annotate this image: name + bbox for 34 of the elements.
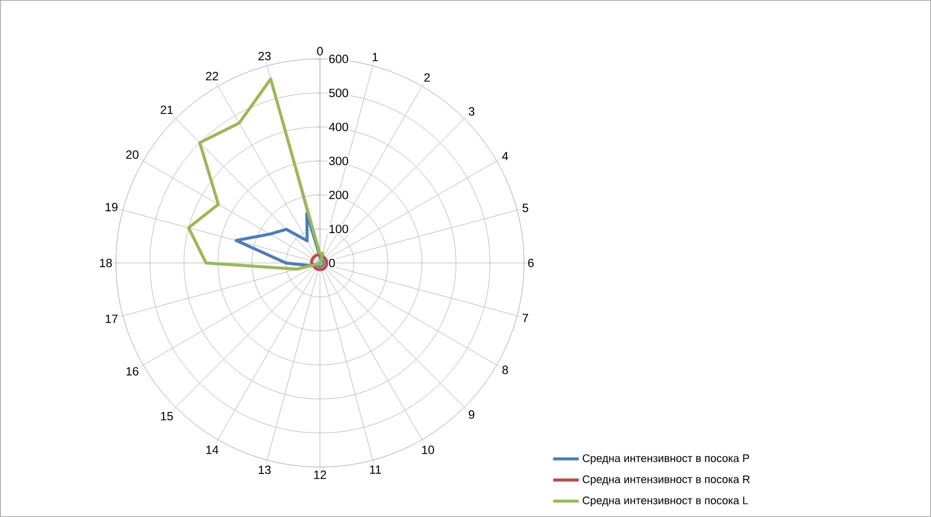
spoke-label: 1 [372, 52, 378, 62]
spoke-label: 5 [522, 204, 528, 212]
spoke-label: 3 [468, 107, 474, 116]
legend-label: Средна интензивност в посока L [582, 496, 748, 506]
spoke-label: 23 [258, 52, 271, 60]
y-tick-label: 100 [330, 224, 348, 234]
spoke-label: 14 [206, 446, 218, 454]
y-tick-label: 500 [329, 88, 348, 98]
spoke-label: 12 [314, 470, 326, 479]
spoke-label: 17 [106, 314, 118, 323]
spoke-label: 21 [160, 106, 173, 114]
spoke-label: 8 [502, 366, 508, 374]
spoke-label: 4 [502, 152, 508, 160]
spoke-label: 18 [100, 258, 112, 268]
spoke-label: 13 [258, 466, 271, 474]
spoke-label: 2 [424, 73, 430, 82]
spoke-label: 15 [161, 412, 173, 420]
spoke-label: 0 [317, 46, 323, 56]
spoke-label: 9 [468, 410, 474, 419]
legend-label: Средна интензивност в посока P [582, 454, 750, 464]
y-tick-label: 0 [329, 258, 335, 268]
spoke-label: 10 [422, 446, 434, 454]
y-tick-label: 300 [329, 156, 348, 166]
spoke-label: 19 [106, 202, 118, 212]
spoke-label: 20 [126, 150, 138, 159]
spoke-label: 11 [370, 466, 381, 474]
spoke-label: 6 [528, 258, 534, 268]
legend-label: Средна интензивност в посока R [582, 475, 750, 486]
spoke-label: 7 [522, 314, 528, 322]
spoke-label: 22 [206, 72, 218, 80]
spoke-label: 16 [126, 367, 138, 376]
y-tick-label: 600 [329, 54, 348, 64]
y-tick-label: 400 [328, 122, 348, 132]
y-tick-label: 200 [329, 190, 348, 200]
